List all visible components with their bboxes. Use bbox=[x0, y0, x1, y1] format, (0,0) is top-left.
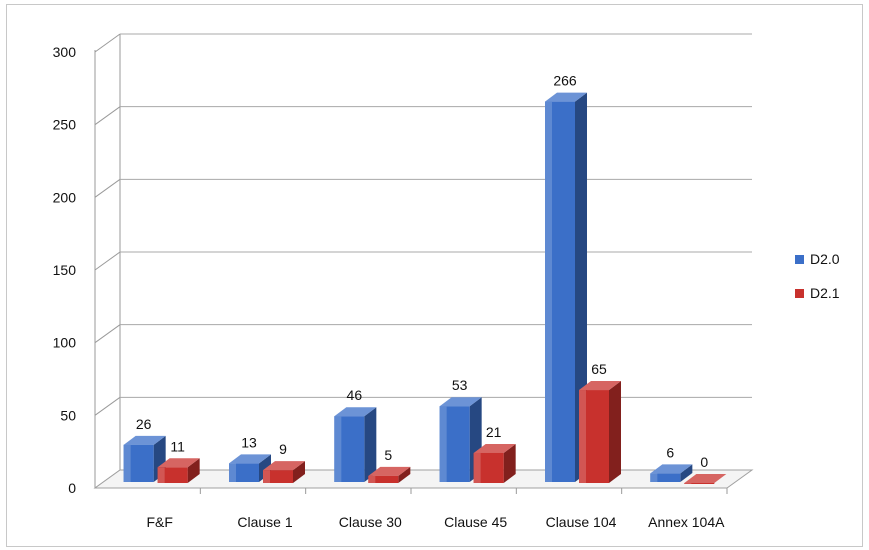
bar-top bbox=[650, 464, 693, 474]
x-tick-label: Clause 104 bbox=[546, 514, 617, 530]
bar-side bbox=[609, 381, 621, 483]
data-label: 53 bbox=[452, 377, 468, 393]
data-labels: 26 11 13 9 46 5 53 21 266 65 6 0 bbox=[136, 73, 709, 470]
bar-top bbox=[545, 92, 587, 102]
legend: D2.0 D2.1 bbox=[795, 251, 840, 301]
bar-side bbox=[293, 461, 305, 483]
x-tick-label: Clause 30 bbox=[339, 514, 402, 530]
data-label: 26 bbox=[136, 416, 152, 432]
data-label: 13 bbox=[241, 434, 257, 450]
y-tick-label: 250 bbox=[53, 117, 77, 133]
y-tick-label: 100 bbox=[53, 335, 77, 351]
bar-front bbox=[650, 473, 681, 482]
y-tick-label: 300 bbox=[53, 44, 77, 60]
y-axis-ticks: 0 50 100 150 200 250 300 bbox=[53, 44, 77, 496]
data-label: 46 bbox=[347, 387, 363, 403]
bar bbox=[263, 461, 305, 483]
bar-top bbox=[368, 466, 411, 476]
data-label: 65 bbox=[591, 361, 607, 377]
bar-top bbox=[473, 443, 516, 453]
bar bbox=[650, 464, 693, 482]
legend-swatch bbox=[795, 289, 804, 298]
legend-label: D2.1 bbox=[810, 285, 840, 301]
bars bbox=[123, 92, 727, 484]
bar-side bbox=[575, 92, 587, 483]
bar bbox=[579, 381, 621, 483]
bar-front bbox=[157, 467, 188, 483]
bar-side bbox=[503, 443, 516, 483]
bar-front bbox=[229, 463, 259, 482]
y-tick-label: 200 bbox=[53, 189, 77, 205]
bar bbox=[334, 407, 377, 482]
bar-highlight bbox=[473, 452, 481, 483]
data-label: 0 bbox=[700, 454, 708, 470]
data-label: 9 bbox=[279, 441, 287, 457]
x-tick-label: Clause 1 bbox=[237, 514, 292, 530]
x-tick-label: Annex 104A bbox=[648, 514, 725, 530]
bar-side bbox=[187, 458, 200, 483]
bar-top bbox=[229, 454, 271, 464]
legend-label: D2.0 bbox=[810, 251, 840, 267]
bar-highlight bbox=[439, 406, 447, 482]
bar-highlight bbox=[334, 416, 342, 482]
bar-side bbox=[364, 407, 377, 482]
bar bbox=[545, 92, 587, 483]
bar-top bbox=[439, 397, 482, 407]
bar-highlight bbox=[263, 470, 270, 483]
gridline-diagonal bbox=[94, 178, 121, 198]
grid-lines bbox=[94, 33, 752, 489]
x-tick-label: Clause 45 bbox=[444, 514, 507, 530]
bar-front bbox=[368, 475, 399, 483]
bar-top bbox=[334, 407, 377, 417]
y-tick-label: 0 bbox=[68, 480, 76, 496]
bar-highlight bbox=[229, 463, 236, 482]
bar-highlight bbox=[368, 475, 376, 483]
bar-front bbox=[263, 470, 293, 483]
data-label: 266 bbox=[553, 73, 577, 89]
x-tick-label: F&F bbox=[146, 514, 172, 530]
x-axis-ticks: F&F Clause 1 Clause 30 Clause 45 Clause 104 A… bbox=[146, 488, 728, 530]
bar-side bbox=[680, 464, 693, 482]
bar bbox=[157, 458, 200, 483]
bar-highlight bbox=[157, 467, 165, 483]
y-tick-label: 50 bbox=[60, 407, 76, 423]
data-label: 5 bbox=[384, 447, 392, 463]
bar-highlight bbox=[123, 444, 131, 482]
bar-top bbox=[123, 435, 166, 445]
gridline-diagonal bbox=[94, 33, 121, 53]
bar-top bbox=[157, 458, 200, 468]
bar-highlight bbox=[650, 473, 658, 482]
data-label: 6 bbox=[666, 444, 674, 460]
bar-side bbox=[398, 466, 411, 483]
gridline-diagonal bbox=[94, 251, 121, 271]
data-label: 11 bbox=[170, 438, 185, 454]
gridline-diagonal bbox=[94, 106, 121, 126]
bar-front bbox=[684, 483, 715, 484]
gridline-diagonal bbox=[94, 396, 121, 416]
bar-top bbox=[684, 474, 727, 483]
bar-top bbox=[579, 381, 621, 391]
bar bbox=[473, 443, 516, 483]
bar-highlight bbox=[545, 101, 552, 483]
legend-swatch bbox=[795, 255, 804, 264]
bar-highlight bbox=[684, 483, 692, 484]
data-label: 21 bbox=[486, 424, 502, 440]
bar-highlight bbox=[579, 390, 586, 483]
bar-top bbox=[263, 461, 305, 471]
bar bbox=[368, 466, 411, 483]
gridline-diagonal bbox=[94, 324, 121, 344]
y-tick-label: 150 bbox=[53, 262, 77, 278]
bar bbox=[684, 474, 727, 484]
